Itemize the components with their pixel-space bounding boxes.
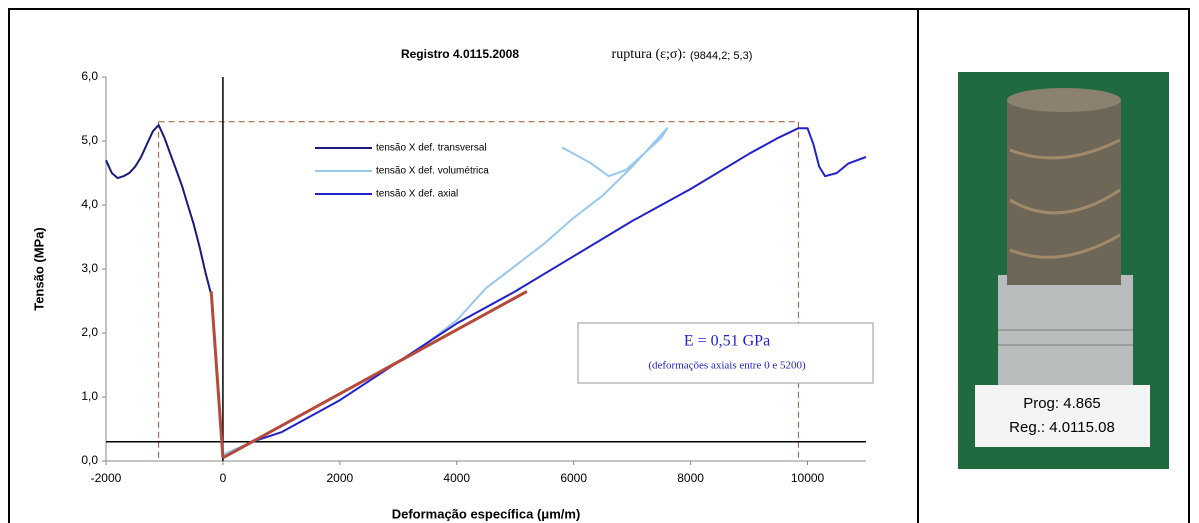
x-tick-label: 2000 — [326, 471, 353, 485]
modulus-text: E = 0,51 GPa — [684, 333, 770, 350]
series-line — [222, 127, 867, 459]
modulus-frame — [577, 322, 874, 384]
y-tick-label: 3,0 — [81, 261, 98, 275]
rupture-text: ruptura (ε;σ): — [612, 47, 686, 62]
y-tick-label: 5,0 — [81, 133, 98, 147]
series-line — [222, 127, 669, 456]
photo-tag — [975, 385, 1150, 447]
y-tick-label: 1,0 — [81, 389, 98, 403]
x-tick-label: -2000 — [91, 471, 122, 485]
series-line — [105, 124, 224, 455]
photo-texture — [1009, 138, 1121, 259]
x-tick-label: 4000 — [443, 471, 470, 485]
x-tick-label: 0 — [220, 471, 227, 485]
photo: Prog: 4.865 Reg.: 4.0115.08 — [958, 72, 1169, 469]
x-tick-label: 6000 — [560, 471, 587, 485]
legend-label: tensão X def. transversal — [376, 143, 487, 154]
fit-line — [222, 290, 528, 460]
rupture-label: (9844,2; 5,3) — [690, 50, 752, 62]
y-tick-label: 6,0 — [81, 69, 98, 83]
photo-sample-top — [1007, 88, 1121, 112]
modulus-note: (deformações axiais entre 0 e 5200) — [648, 360, 806, 372]
frame — [8, 8, 1190, 523]
y-tick-label: 4,0 — [81, 197, 98, 211]
legend-label: tensão X def. volumétrica — [376, 166, 489, 177]
photo-tag-line: Reg.: 4.0115.08 — [1009, 419, 1115, 436]
x-tick-label: 10000 — [791, 471, 825, 485]
photo-tag-line: Prog: 4.865 — [1023, 395, 1101, 412]
fit-line — [209, 291, 225, 458]
y-tick-label: 0,0 — [81, 453, 98, 467]
y-axis-title: Tensão (MPa) — [31, 227, 46, 311]
chart-title: Registro 4.0115.2008 — [401, 47, 519, 61]
x-axis-title: Deformação específica (μm/m) — [392, 506, 581, 521]
x-tick-label: 8000 — [677, 471, 704, 485]
y-tick-label: 2,0 — [81, 325, 98, 339]
legend-label: tensão X def. axial — [376, 189, 458, 200]
modulus-box: E = 0,51 GPa (deformações axiais entre 0… — [577, 322, 874, 384]
